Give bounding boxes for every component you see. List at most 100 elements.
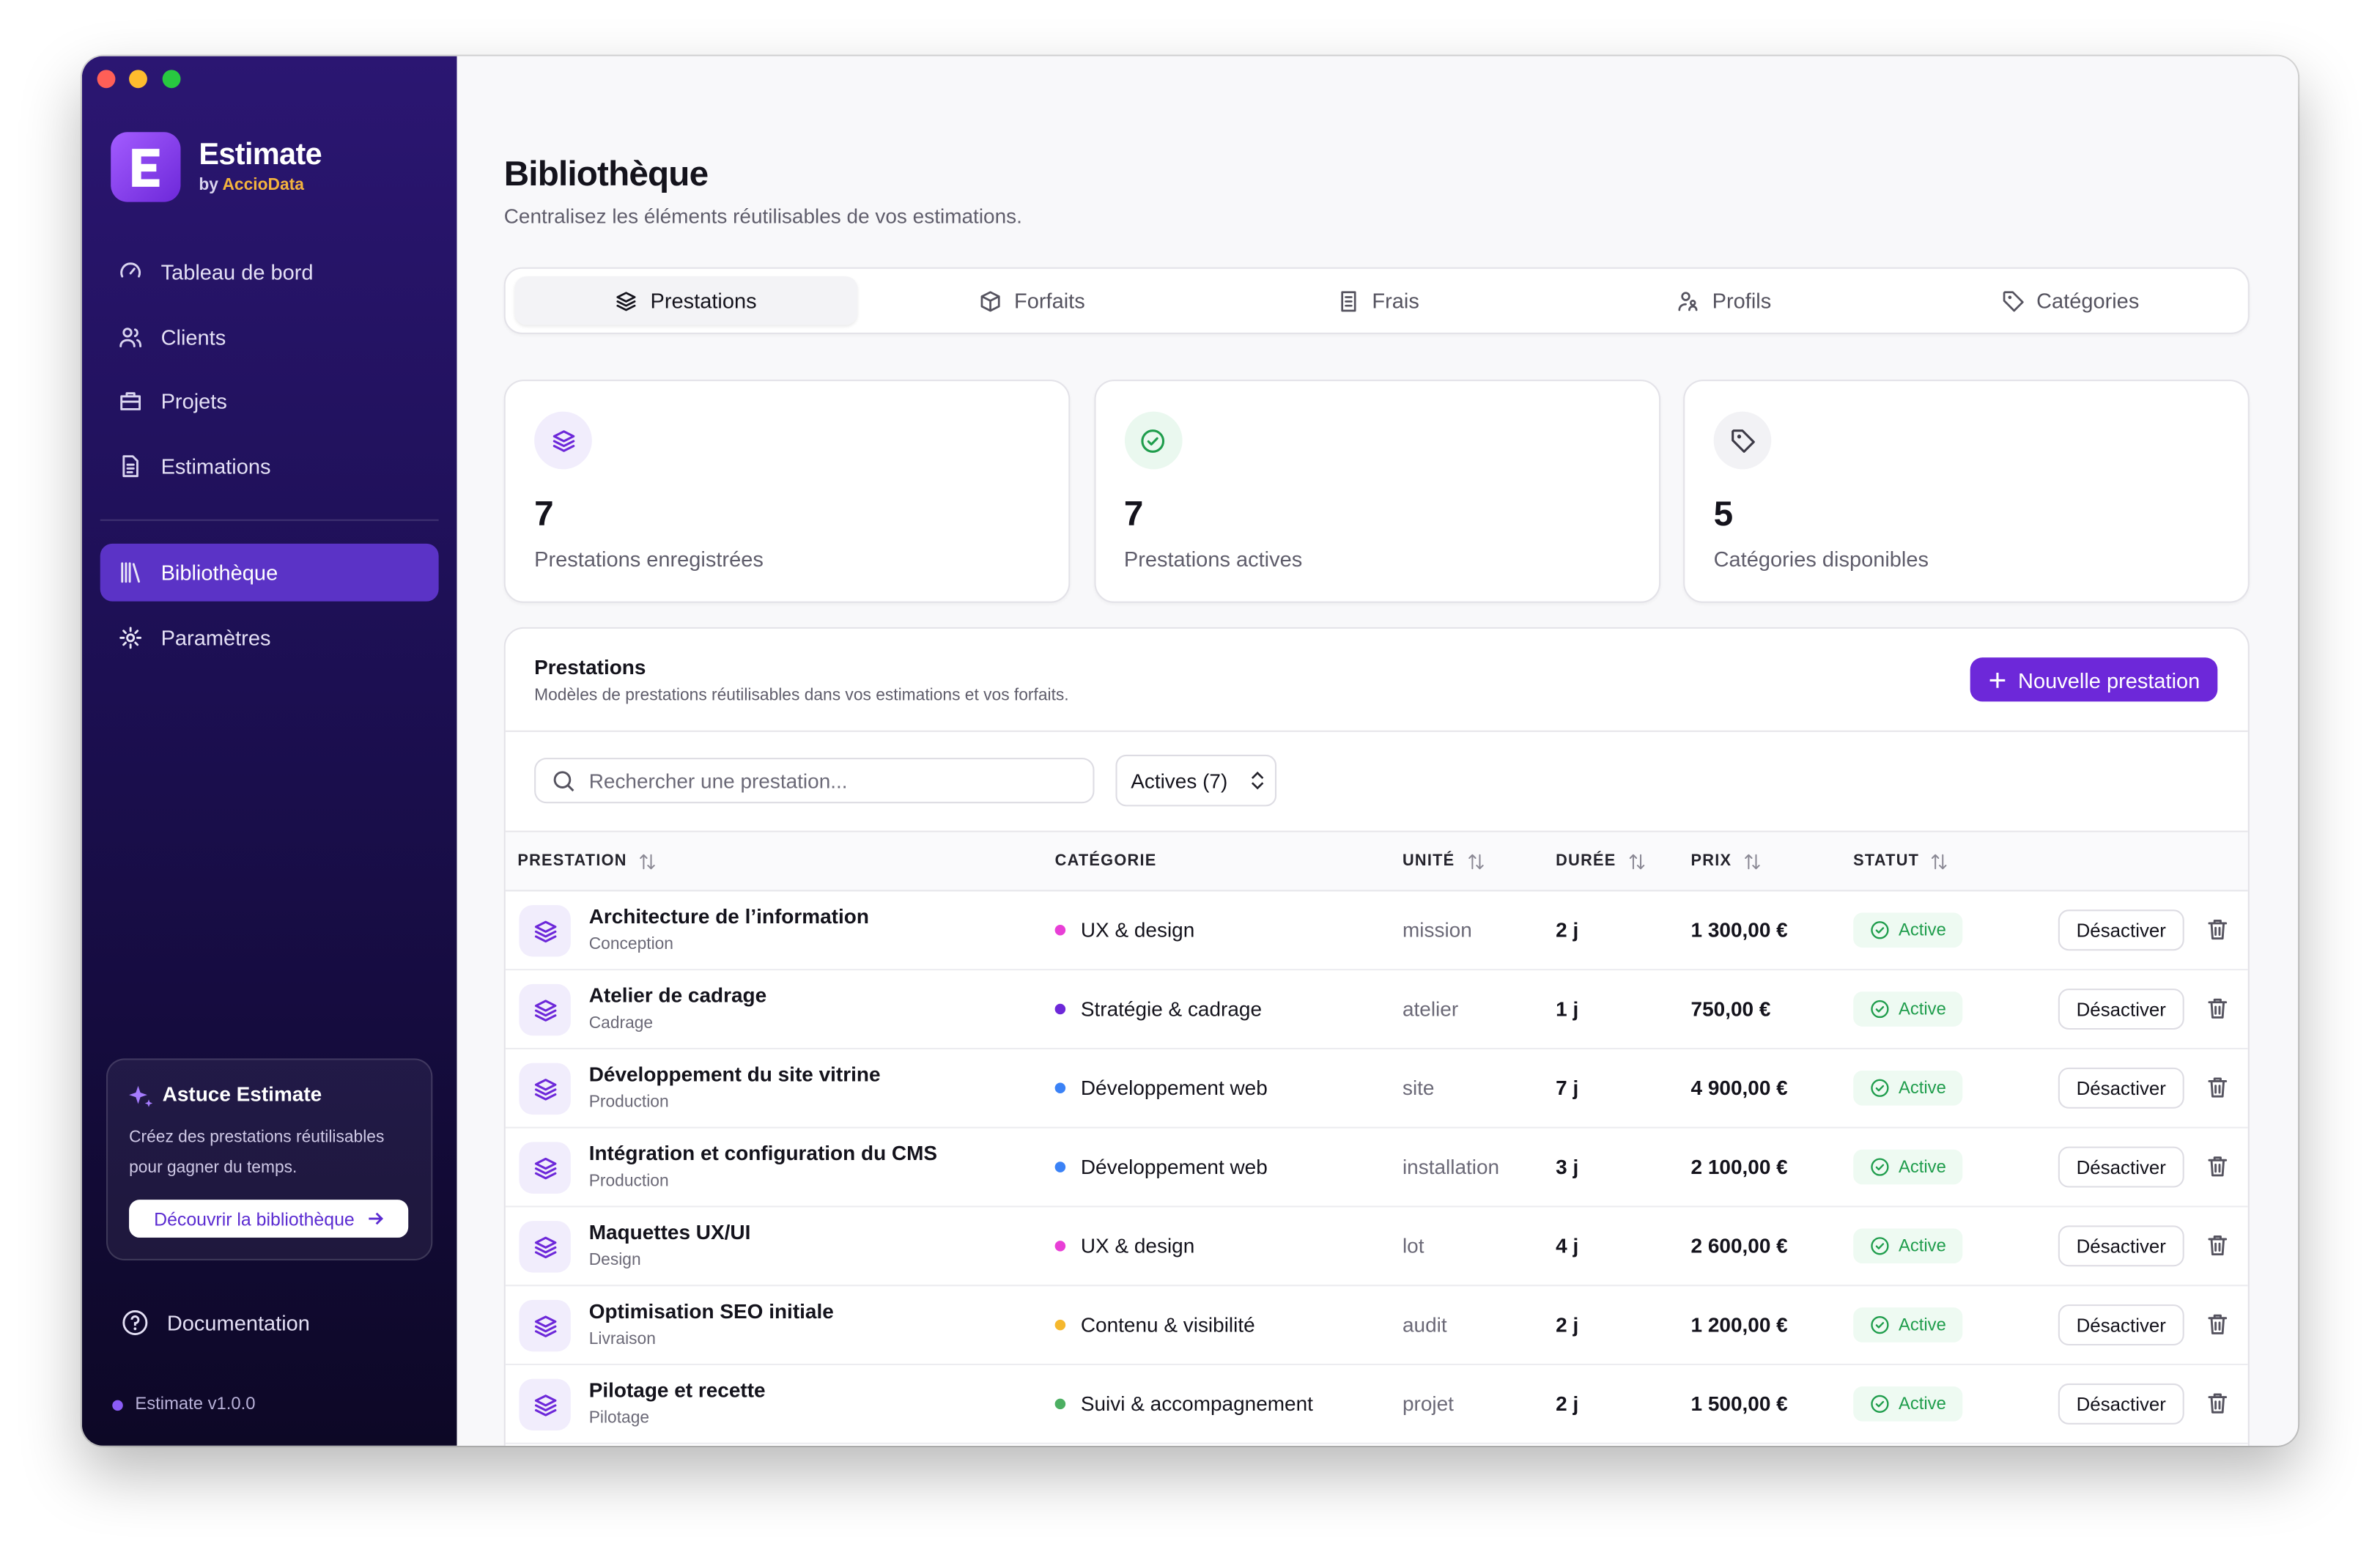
tab[interactable]: Prestations	[514, 276, 858, 325]
row-icon-glyph	[533, 1078, 556, 1100]
new-button-label: Nouvelle prestation	[2018, 667, 2200, 692]
logo	[111, 132, 181, 202]
status-icon	[1871, 921, 1889, 939]
sort-icon	[1629, 853, 1644, 869]
tab-label: Catégories	[2036, 288, 2140, 313]
search-icon	[553, 770, 574, 791]
stat-icon	[1713, 411, 1772, 470]
status-label: Active	[1898, 1315, 1946, 1334]
prestation-name: Architecture de l’information	[588, 905, 869, 928]
unit: lot	[1402, 1234, 1424, 1257]
table-header: PRESTATION CATÉGORIE UNITÉ DURÉE PRIX STATUT	[505, 832, 2248, 890]
delete-button[interactable]	[2206, 1391, 2230, 1423]
category-dot	[1054, 1319, 1066, 1331]
table-row: Maquettes UX/UI Design UX & design lot 4 j 2 …	[505, 1207, 2248, 1287]
delete-button[interactable]	[2206, 917, 2230, 950]
prestation-phase: Production	[588, 1172, 669, 1191]
category-dot	[1054, 1003, 1066, 1015]
deactivate-button[interactable]: Désactiver	[2058, 989, 2184, 1030]
category-dot	[1054, 1398, 1066, 1410]
category-dot	[1054, 925, 1066, 936]
category-dot	[1054, 1161, 1066, 1172]
documentation-label: Documentation	[166, 1310, 310, 1335]
company-name: AccioData	[222, 176, 304, 195]
delete-button[interactable]	[2206, 1154, 2230, 1186]
zoom-button[interactable]	[162, 70, 181, 89]
deactivate-button[interactable]: Désactiver	[2058, 909, 2184, 951]
nav-item[interactable]: Clients	[100, 308, 439, 366]
trash-icon	[2208, 919, 2228, 940]
column-header[interactable]: DURÉE	[1556, 832, 1647, 890]
stat-icon-glyph	[1141, 429, 1164, 452]
category-cell: Suivi & accompagnement	[1054, 1365, 1313, 1443]
tip-button-label: Découvrir la bibliothèque	[154, 1208, 355, 1230]
price: 1 200,00 €	[1690, 1313, 1788, 1337]
deactivate-button[interactable]: Désactiver	[2058, 1067, 2184, 1109]
delete-button[interactable]	[2206, 996, 2230, 1028]
column-header[interactable]: PRESTATION	[517, 832, 657, 890]
unit: mission	[1402, 918, 1472, 942]
column-header[interactable]: UNITÉ	[1402, 832, 1485, 890]
stat-icon-glyph	[1731, 429, 1754, 452]
search-input[interactable]: Rechercher une prestation...	[534, 758, 1095, 804]
column-header[interactable]: PRIX	[1691, 832, 1762, 890]
documentation-link[interactable]: Documentation	[122, 1309, 310, 1336]
sparkle-icon	[129, 1085, 153, 1107]
duration: 2 j	[1556, 1313, 1579, 1337]
table-row: Architecture de l’information Conception U…	[505, 891, 2248, 971]
price: 4 900,00 €	[1690, 1076, 1788, 1100]
price: 2 100,00 €	[1690, 1156, 1788, 1179]
tab[interactable]: Catégories	[1899, 276, 2242, 325]
prestation-phase: Pilotage	[588, 1409, 650, 1427]
duration: 4 j	[1556, 1234, 1579, 1257]
tab[interactable]: Profils	[1553, 276, 1896, 325]
sidebar: Estimate by AccioData Astuce Estimate Cr…	[81, 56, 457, 1446]
category-cell: Développement web	[1054, 1129, 1268, 1206]
page-title: Bibliothèque	[503, 153, 709, 193]
select-icon	[1251, 771, 1264, 790]
unit: projet	[1402, 1392, 1454, 1416]
tip-title: Astuce Estimate	[162, 1082, 322, 1106]
table-row: Intégration et configuration du CMS Produ…	[505, 1129, 2248, 1208]
status-filter[interactable]: Actives (7)	[1115, 754, 1277, 807]
column-header[interactable]: STATUT	[1853, 832, 1949, 890]
row-icon-glyph	[533, 1394, 556, 1416]
tip-button[interactable]: Découvrir la bibliothèque	[129, 1200, 409, 1238]
nav-item[interactable]: Tableau de bord	[100, 243, 439, 301]
sort-icon	[1745, 853, 1760, 869]
version: Estimate v1.0.0	[112, 1395, 256, 1414]
delete-button[interactable]	[2206, 1075, 2230, 1107]
column-label: UNITÉ	[1402, 852, 1455, 871]
tab[interactable]: Frais	[1207, 276, 1550, 325]
status-badge: Active	[1853, 1307, 1963, 1342]
delete-button[interactable]	[2206, 1233, 2230, 1266]
nav-item[interactable]: Paramètres	[100, 608, 439, 666]
status-badge: Active	[1853, 1386, 1963, 1422]
status-label: Active	[1898, 1236, 1946, 1255]
deactivate-button[interactable]: Désactiver	[2058, 1146, 2184, 1188]
prestation-name: Développement du site vitrine	[588, 1063, 881, 1086]
row-icon-glyph	[533, 1156, 556, 1179]
byline-prefix: by	[199, 176, 218, 195]
deactivate-button[interactable]: Désactiver	[2058, 1225, 2184, 1267]
trash-icon	[2208, 998, 2228, 1019]
tab[interactable]: Forfaits	[860, 276, 1203, 325]
minimize-button[interactable]	[129, 70, 147, 89]
new-button[interactable]: Nouvelle prestation	[1970, 657, 2218, 702]
status-icon	[1871, 1158, 1889, 1176]
nav-item[interactable]: Estimations	[100, 437, 439, 495]
prestation-name: Optimisation SEO initiale	[588, 1299, 834, 1323]
nav-item[interactable]: Bibliothèque	[100, 543, 439, 602]
close-button[interactable]	[97, 70, 116, 89]
deactivate-button[interactable]: Désactiver	[2058, 1304, 2184, 1346]
nav-icon	[120, 392, 141, 410]
nav-item[interactable]: Projets	[100, 372, 439, 430]
prestation-phase: Design	[588, 1251, 641, 1270]
duration: 1 j	[1556, 997, 1579, 1021]
delete-button[interactable]	[2206, 1312, 2230, 1344]
tab-label: Frais	[1372, 288, 1419, 313]
tab-icon	[2002, 290, 2023, 311]
deactivate-button[interactable]: Désactiver	[2058, 1383, 2184, 1425]
status-icon	[1871, 1315, 1889, 1334]
